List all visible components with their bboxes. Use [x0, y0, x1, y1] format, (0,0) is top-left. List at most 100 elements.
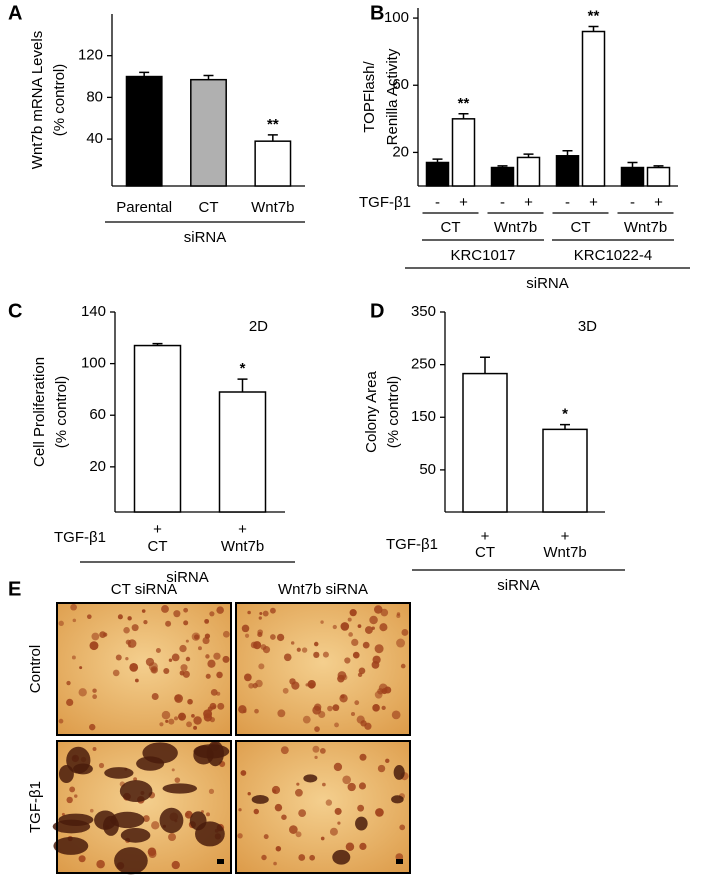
cell [155, 647, 161, 653]
y-tick-label: 60 [392, 76, 409, 93]
cell [400, 663, 406, 669]
cell [182, 670, 190, 678]
legend-sign: + [589, 194, 598, 211]
panel-letter: E [8, 578, 21, 600]
cell [349, 609, 357, 617]
cell [207, 659, 216, 668]
bar [542, 428, 588, 513]
colony [119, 780, 153, 803]
cell [238, 808, 242, 812]
cell [151, 693, 159, 700]
significance: ** [458, 95, 470, 112]
micrograph-frame [235, 602, 411, 736]
cell [295, 788, 303, 797]
cell [216, 691, 221, 696]
cell [313, 651, 320, 658]
cell [314, 755, 318, 760]
cell [401, 629, 409, 636]
y-axis-label: Cell Proliferation [31, 357, 48, 467]
y-axis-label: (% control) [53, 376, 70, 449]
cell [141, 609, 146, 613]
y-tick-label: 150 [411, 408, 436, 425]
scale-bar [396, 859, 403, 864]
cell [350, 711, 356, 717]
cell [281, 814, 287, 820]
group-label: siRNA [526, 275, 569, 292]
cell [237, 833, 243, 839]
cell [385, 758, 390, 764]
panel-letter: B [370, 2, 384, 24]
x-tick-label: Wnt7b [251, 199, 294, 216]
error-bar [497, 165, 508, 168]
cell [92, 747, 97, 751]
cell [357, 624, 362, 629]
error-bar [267, 134, 278, 142]
cell [270, 607, 276, 614]
cell [123, 626, 130, 634]
colony [104, 767, 134, 779]
cell [186, 721, 192, 728]
cell [347, 617, 352, 622]
cell [204, 618, 210, 624]
row-label: TGF-β1 [54, 529, 106, 546]
colony [120, 827, 151, 843]
colony [159, 807, 184, 834]
micrograph [235, 602, 411, 736]
cell [314, 726, 320, 732]
significance: * [240, 360, 246, 377]
panel-letter: A [8, 2, 22, 24]
cell [168, 833, 177, 842]
cell [134, 678, 139, 683]
cell [117, 614, 123, 620]
cell [320, 836, 325, 841]
cell [185, 656, 191, 662]
bar [646, 166, 671, 187]
colony [332, 849, 351, 865]
x-tick-label: CT [148, 538, 168, 555]
panel-letter: C [8, 300, 22, 322]
cell [161, 710, 171, 720]
x-tick-label: CT [475, 544, 495, 561]
cell [354, 700, 360, 706]
bar [451, 118, 476, 187]
error-bar [653, 165, 664, 168]
y-tick-label: 120 [78, 47, 103, 64]
cell [202, 636, 210, 645]
significance: * [562, 406, 568, 423]
cell [274, 803, 283, 812]
cell [173, 716, 179, 721]
row-label: TGF-β1 [359, 194, 411, 211]
cell [399, 824, 406, 831]
error-bar [562, 149, 573, 156]
cell [374, 690, 383, 699]
cell [358, 667, 366, 675]
cell [325, 799, 333, 806]
cell [128, 644, 132, 648]
cell [380, 608, 389, 617]
cell [357, 804, 365, 812]
cell [254, 708, 259, 714]
cell [259, 611, 263, 615]
cell [334, 722, 339, 728]
row-label: Control [27, 645, 44, 693]
cell [296, 782, 300, 786]
bar [133, 344, 182, 513]
cell [74, 794, 78, 798]
x-tick-label: Wnt7b [494, 219, 537, 236]
cell [147, 847, 157, 856]
colony [355, 816, 368, 831]
colony [391, 795, 404, 804]
cell [92, 688, 97, 693]
cell [244, 673, 252, 682]
cell [165, 719, 169, 723]
cell [191, 713, 195, 718]
cell [261, 854, 267, 861]
cell [66, 796, 73, 804]
cell [347, 782, 356, 792]
cell [222, 655, 230, 663]
group-label: KRC1017 [450, 247, 515, 264]
cell [125, 656, 129, 661]
y-axis-label: Renilla Activity [384, 48, 401, 145]
cell [187, 698, 193, 705]
legend-sign: + [654, 194, 663, 211]
